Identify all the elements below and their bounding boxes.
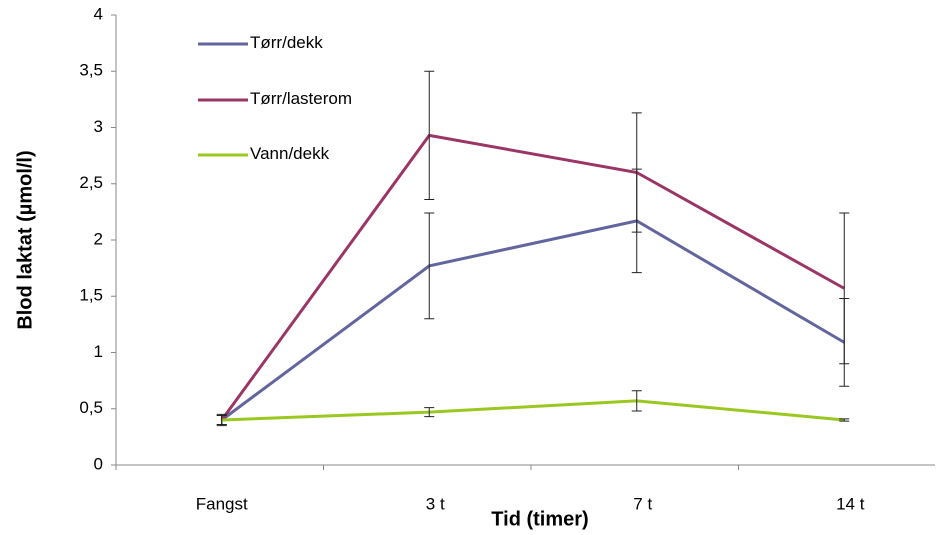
x-tick-label: 14 t <box>836 494 865 513</box>
error-bar <box>424 407 435 418</box>
legend-label: Tørr/dekk <box>250 33 323 52</box>
legend-label: Vann/dekk <box>250 144 330 163</box>
y-tick-label: 0 <box>94 454 103 473</box>
y-tick-label: 0,5 <box>79 398 103 417</box>
x-tick-label: 3 t <box>426 494 445 513</box>
series-line <box>220 133 845 421</box>
y-tick-label: 1,5 <box>79 286 103 305</box>
x-axis-title: Tid (timer) <box>491 508 588 530</box>
y-tick-label: 4 <box>94 4 103 23</box>
error-bar <box>631 112 642 233</box>
x-tick-label: Fangst <box>196 494 248 513</box>
x-tick-label: 7 t <box>633 494 652 513</box>
y-tick-label: 3 <box>94 117 103 136</box>
y-axis-title: Blod laktat (µmol/l) <box>14 150 36 329</box>
error-bar <box>424 212 435 320</box>
error-bar <box>216 413 227 427</box>
y-tick-label: 1 <box>94 342 103 361</box>
y-tick-label: 2,5 <box>79 173 103 192</box>
series-line <box>221 399 845 422</box>
error-bar <box>424 70 435 200</box>
y-tick-label: 2 <box>94 229 103 248</box>
legend-label: Tørr/lasterom <box>250 89 352 108</box>
y-tick-label: 3,5 <box>79 61 103 80</box>
error-bar <box>839 418 850 422</box>
error-bar <box>839 212 850 365</box>
series-line <box>220 219 846 422</box>
error-bar <box>631 390 642 412</box>
